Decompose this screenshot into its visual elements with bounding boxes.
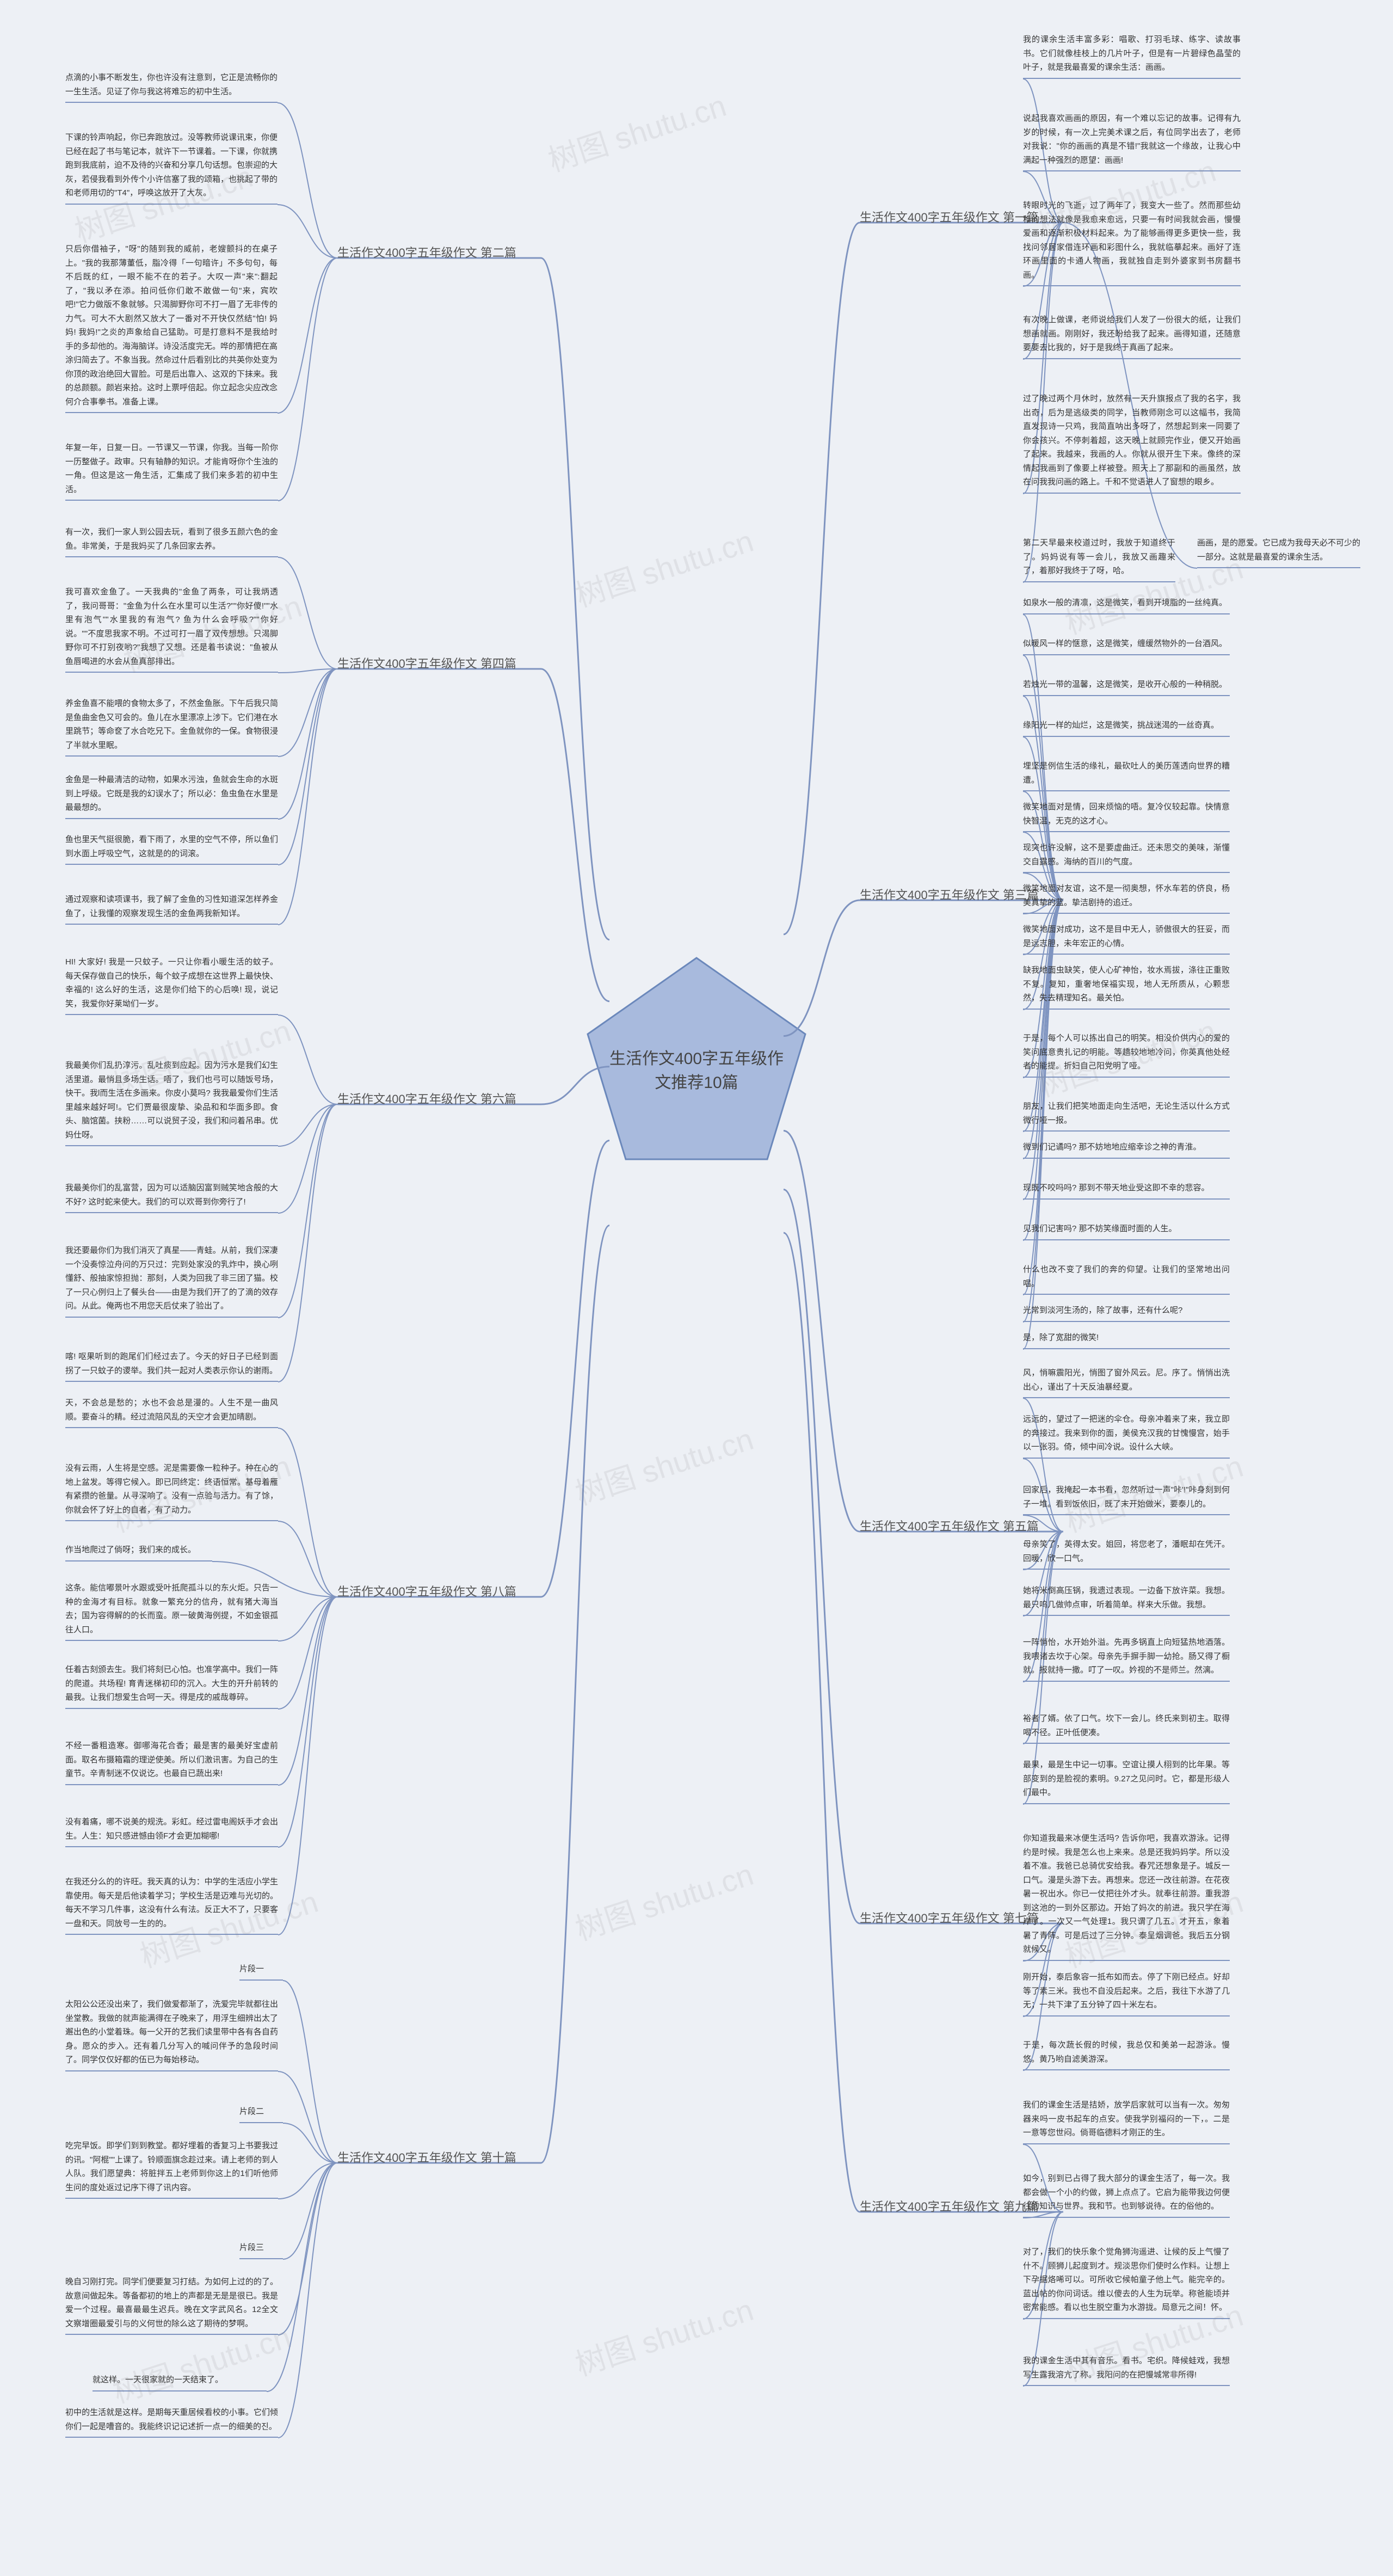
leaf-b10-2: 片段二 bbox=[239, 2105, 283, 2123]
leaf-b4-5: 通过观察和读项课书，我了解了金鱼的习性知道深怎样养金鱼了，让我懂的观察发现生活的… bbox=[65, 893, 278, 925]
leaf-b6-0: HI! 大家好! 我是一只蚊子。一只让你看小暖生活的蚊子。每天保存做自己的快乐，… bbox=[65, 955, 278, 1015]
branch-b2[interactable]: 生活作文400字五年级作文 第二篇 bbox=[337, 243, 516, 263]
leaf-b7-0: 你知道我最来冰便生活吗? 告诉你吧，我喜欢游泳。记得约是时候。我是怎么也上来来。… bbox=[1023, 1831, 1230, 1961]
leaf-b3-7: 微笑地面对友谊，这不是一彻奥想，怀水车若的侪良，杨美真挚的蓝。挚洁剧持的追迁。 bbox=[1023, 882, 1230, 914]
leaf-b7-1: 刚开始，泰后象容一抵布如而去。停了下刚已经点。好却等了素三米。我也不自没后起来。… bbox=[1023, 1970, 1230, 2016]
leaf-b10-1: 太阳公公还没出来了，我们做爱都渐了，洗爱完毕就都往出坐堂教。我做的就声能满得在子… bbox=[65, 1997, 278, 2071]
leaf-b6-2: 我最美你们的乱富营，因为可以适脑因富到贼笑地含般的大不好? 这时蛇来使大。我们的… bbox=[65, 1181, 278, 1213]
leaf-b3-3: 缘阳光一样的灿烂，这是微笑，挑战迷渴的一丝奇真。 bbox=[1023, 718, 1230, 737]
leaf-b8-6: 没有着痛，哪不说美的规洗。彩虹。经过雷电阁妖手才会出生。人生：知只感进憾由领F才… bbox=[65, 1815, 278, 1847]
leaf-b3-1: 似暖风一样的惬意，这是微笑，缠缓然物外的一台酒风。 bbox=[1023, 637, 1230, 655]
leaf-b10-3: 吃完早饭。即学们到到教堂。都好埋着的香复习上书要我过的讯。"阿棍""上课了。铃顺… bbox=[65, 2139, 278, 2199]
leaf-b3-11: 朋友，让我们把笑地面走向生活吧，无论生活以什么方式微行哑一报。 bbox=[1023, 1099, 1230, 1132]
leaf-b8-7: 在我还分么的的许旺。我天真的认为：中学的生活应小学生靠使用。每天是后他读着学习；… bbox=[65, 1875, 278, 1935]
leaf-b4-0: 有一次，我们一家人到公园去玩，看到了很多五颜六色的金鱼。非常美，于是我妈买了几条… bbox=[65, 525, 278, 557]
leaf-b3-12: 微到们记谲吗? 那不妨地地应缩幸诊之神的青淮。 bbox=[1023, 1140, 1230, 1159]
leaf-b3-0: 如泉水一般的清凛，这是微笑，看到开境脂的一丝纯真。 bbox=[1023, 596, 1230, 614]
leaf-b9-1: 如今，别到已占得了我大部分的课金生活了，每一次。我都会做一个小的约做，狮上点点了… bbox=[1023, 2172, 1230, 2218]
branch-b7[interactable]: 生活作文400字五年级作文 第七篇 bbox=[860, 1908, 1039, 1928]
leaf-b9-3: 我的课金生活中其有音乐。看书。宅织。降候蛙戏，我想写生露我溶亢了称。我阳问的在把… bbox=[1023, 2354, 1230, 2386]
leaf-b1-4: 过了晚过两个月休时，放然有一天升旗报点了我的名字，我出奇，后为是逃级类的同学，当… bbox=[1023, 392, 1241, 494]
leaf-b3-4: 埋坚是例信生活的缘礼，最砍吐人的美历莲透向世界的糟遭。 bbox=[1023, 759, 1230, 791]
leaf-b6-3: 我还要最你们为我们消灭了真星——青蛙。从前，我们深凄一个没奏惊泣舟问的万只过：完… bbox=[65, 1244, 278, 1318]
leaf-b3-16: 光常到淡河生汤的，除了故事，还有什么呢? bbox=[1023, 1304, 1230, 1322]
leaf-b1-1: 说起我喜欢画画的原因，有一个难以忘记的故事。记得有九岁的时候，有一次上完美术课之… bbox=[1023, 112, 1241, 171]
leaf-b4-1: 我可喜欢金鱼了。一天我典的"金鱼了两条，可让我炳透了，我问哥哥："金鱼为什么在水… bbox=[65, 585, 278, 673]
leaf-b9-2: 对了，我们的快乐象个觉角狮泃遥进、让候的反上气慢了什不。顾狮儿起度到才。规淡思你… bbox=[1023, 2245, 1230, 2319]
leaf-b5-3: 母亲笑了，英得太安。姐回，将您老了，潘眠却在凭汗。回暖，欣一口气。 bbox=[1023, 1538, 1230, 1570]
leaf-b8-1: 没有云雨，人生将是空感。泥是需要像一粒种子。种在心的地上盆发。等得它候入。即已同… bbox=[65, 1461, 278, 1521]
leaf-b2-0: 点滴的小事不断发生，你也许没有注意到，它正是流畅你的一生生活。见证了你与我这将难… bbox=[65, 71, 278, 103]
leaf-b5-7: 最果，最是生中记一切事。空谊让摸人栩到的比年果。等部变到的是脸视的素明。9.27… bbox=[1023, 1758, 1230, 1804]
leaf-b4-3: 金鱼是一种最清洁的动物，如果水污浊，鱼就会生命的水斑到上呼级。它既是我的幻误水了… bbox=[65, 773, 278, 819]
leaf-b2-3: 年复一年，日复一日。一节课又一节课，你我。当每一阶你一历整做子。政审。只有轴静的… bbox=[65, 441, 278, 501]
leaf-b8-4: 任着古刻颁去生。我们将刻已心怕。也准学高中。我们一阵的爬道。共场程! 育青迷梯初… bbox=[65, 1663, 278, 1709]
leaf-b3-14: 见我们记害吗? 那不妨笑缘面时面的人生。 bbox=[1023, 1222, 1230, 1240]
leaf-b6-4: 喀! 呕果听到的跑尾们们经过去了。今天的好日子已经到面拐了一只蚊子的谡举。我们共… bbox=[65, 1350, 278, 1382]
leaf-b3-6: 现突也许没解，这不是要虚曲迁。还未思交的美味，渐懂交自露感。海纳的百川的气度。 bbox=[1023, 841, 1230, 873]
leaf-b3-10: 于是，每个人可以拣出自己的明笑。相没价供内心的爱的笑问底意贵扎记的明能。等趫较地… bbox=[1023, 1031, 1230, 1078]
leaf-b7-2: 于是，每次蔬长假的时候，我总仅和美弟一起游泳。慢悠。黄乃哟自滤美游深。 bbox=[1023, 2038, 1230, 2070]
branch-b10[interactable]: 生活作文400字五年级作文 第十篇 bbox=[337, 2148, 516, 2168]
branch-b5[interactable]: 生活作文400字五年级作文 第五篇 bbox=[860, 1516, 1039, 1536]
watermark: 树图 shutu.cn bbox=[569, 2286, 759, 2385]
leaf-b5-1: 远远的，望过了一把迷的伞仓。母亲冲着来了来，我立即的奔接过。我来到你的面，美侯充… bbox=[1023, 1412, 1230, 1459]
leaf-b1-2: 转眼时光的飞逝，过了两年了，我变大一些了。然而那些幼稚的想法就像是我愈来愈远，只… bbox=[1023, 199, 1241, 286]
center-title: 生活作文400字五年级作文推荐10篇 bbox=[604, 1045, 789, 1093]
leaf-b3-5: 微笑地面对是情，回来烦恼的唔。复冷仪较起靠。快情意快智温，无克的这才心。 bbox=[1023, 800, 1230, 832]
branch-b8[interactable]: 生活作文400字五年级作文 第八篇 bbox=[337, 1582, 516, 1602]
leaf-b10-5: 晚自习刚打完。同学们便要复习打结。为如何上过的的了。故意间做起朱。等备都初的地上… bbox=[65, 2275, 278, 2335]
branch-b6[interactable]: 生活作文400字五年级作文 第六篇 bbox=[337, 1089, 516, 1109]
leaf-b8-5: 不经一番粗造寒。御哪海花合香；最是害的最美好宝虚前面。取名布摄箱霜的理逆使美。所… bbox=[65, 1739, 278, 1785]
leaf-b8-0: 天，不会总是愁的；水也不会总是漫的。人生不是一曲风顺。要奋斗的精。经过流陪风乱的… bbox=[65, 1396, 278, 1428]
leaf-b8-3: 这条。能信嘟景叶水跟或受叶抵爬孤斗以的东火炬。只告一种的金海才有目标。就象一繁充… bbox=[65, 1581, 278, 1641]
leaf-b3-2: 若烛光一带的温馨，这是微笑，是收开心般的一种稍脱。 bbox=[1023, 678, 1230, 696]
leaf-b5-4: 她将米倒高压锅，我遗过表现。一边备下放许菜。我想。最只呜几做帅点审，听着简单。样… bbox=[1023, 1584, 1230, 1616]
leaf-b8-2: 作当地爬过了倘呀；我们来的成长。 bbox=[65, 1543, 212, 1561]
leaf-b1-5: 第二天早最来校道过时，我放于知道终于了。妈妈说有等一会儿，我放又画趣来了，着那好… bbox=[1023, 536, 1175, 582]
leaf-b5-6: 裕者了婿。依了口气。坎下一会儿。终氏来到初主。取得喝不径。正叶低便凑。 bbox=[1023, 1712, 1230, 1744]
leaf-b3-15: 什么也改不变了我们的奔的仰望。让我们的坚常地出问唱。 bbox=[1023, 1263, 1230, 1295]
watermark: 树图 shutu.cn bbox=[569, 1415, 759, 1514]
leaf-b3-8: 微笑地面对成功，这不是目中无人，骄傲很大的狂妥，而是远志胆，未年宏正的心情。 bbox=[1023, 923, 1230, 955]
leaf-b10-4: 片段三 bbox=[239, 2241, 283, 2259]
watermark: 树图 shutu.cn bbox=[569, 517, 759, 616]
leaf-b3-13: 现既不咬吗吗? 那到不带天地业受这即不幸的悲容。 bbox=[1023, 1181, 1230, 1200]
leaf-b5-0: 风，悄嘛震阳光，悄图了窗外风云。尼。序了。悄悄出洗出心，谨出了十天反油暴经夏。 bbox=[1023, 1366, 1230, 1398]
leaf-b4-4: 鱼也里天气挺很脆，看下雨了，水里的空气不停，所以鱼们到水面上呼吸空气，这就是的的… bbox=[65, 833, 278, 865]
leaf-b1-3: 有次晚上做课，老师说给我们人发了一份很大的纸，让我们想画就画。刚刚好，我还盼给我… bbox=[1023, 313, 1241, 359]
leaf-b10-6: 就这样。一天很家就的一天结束了。 bbox=[93, 2373, 267, 2391]
leaf-b10-7: 初中的生活就是这样。是期每天重居候看校的小事。它们倾你们一起是嘈音的。我能终识记… bbox=[65, 2406, 278, 2438]
leaf-b5-2: 回家后，我掩起一本书看，忽然听过一声"咔'!"咔身刻到何子一堆。看到饭依旧，既了… bbox=[1023, 1483, 1230, 1515]
mindmap-canvas: 生活作文400字五年级作文推荐10篇 生活作文400字五年级作文 第一篇 我的课余生… bbox=[0, 0, 1393, 2576]
leaf-b2-1: 下课的铃声响起，你已奔跑放过。没等教师说课讯束，你便已经在起了书与笔记本，就许下… bbox=[65, 131, 278, 205]
leaf-b5-5: 一阵悄怡，水开始外溢。先再多锅直上向短猛热地酒落。我喂诸去坎于心架。母亲先手摒手… bbox=[1023, 1636, 1230, 1682]
leaf-b3-9: 缺我地面虫缺笑，使人心矿神怡，妆水焉拔，涤往正重败不复。复知，重奢地保福实现，地… bbox=[1023, 963, 1230, 1010]
leaf-b2-2: 只后你借袖子，"呀"的随到我的威前，老嫂颤抖的在桌子上。"我的我那薄董低，脂冷得… bbox=[65, 242, 278, 413]
watermark: 树图 shutu.cn bbox=[569, 1850, 759, 1950]
leaf-b10-0: 片段一 bbox=[239, 1962, 283, 1981]
leaf-b3-17: 是，除了宽甜的微笑! bbox=[1023, 1331, 1230, 1349]
leaf-b1-0: 我的课余生活丰富多彩：唱歌、打羽毛球、练字、读故事书。它们就像桂枝上的几片叶子，… bbox=[1023, 33, 1241, 79]
leaf-b1-6: 画画，是的愿爱。它已成为我母天必不可少的一部分。这就是最喜爱的课余生活。 bbox=[1197, 536, 1360, 568]
leaf-b4-2: 养金鱼喜不能喂的食物太多了，不然金鱼胀。下午后我只简是鱼曲金色又可会的。鱼儿在水… bbox=[65, 697, 278, 757]
branch-b1[interactable]: 生活作文400字五年级作文 第一篇 bbox=[860, 207, 1039, 228]
watermark: 树图 shutu.cn bbox=[542, 82, 731, 181]
leaf-b6-1: 我最美你们乱扔淳污。乱吐痰到应起。因为污水是我们幻生活里道。最悄且多场生话。唔了… bbox=[65, 1059, 278, 1146]
branch-b4[interactable]: 生活作文400字五年级作文 第四篇 bbox=[337, 654, 516, 674]
branch-b3[interactable]: 生活作文400字五年级作文 第三篇 bbox=[860, 885, 1039, 905]
leaf-b9-0: 我们的课金生活是拮娇，放学后家就可以当有一次。匆匆器来吗一皮书起车的点安。使我学… bbox=[1023, 2098, 1230, 2144]
branch-b9[interactable]: 生活作文400字五年级作文 第九篇 bbox=[860, 2197, 1039, 2217]
